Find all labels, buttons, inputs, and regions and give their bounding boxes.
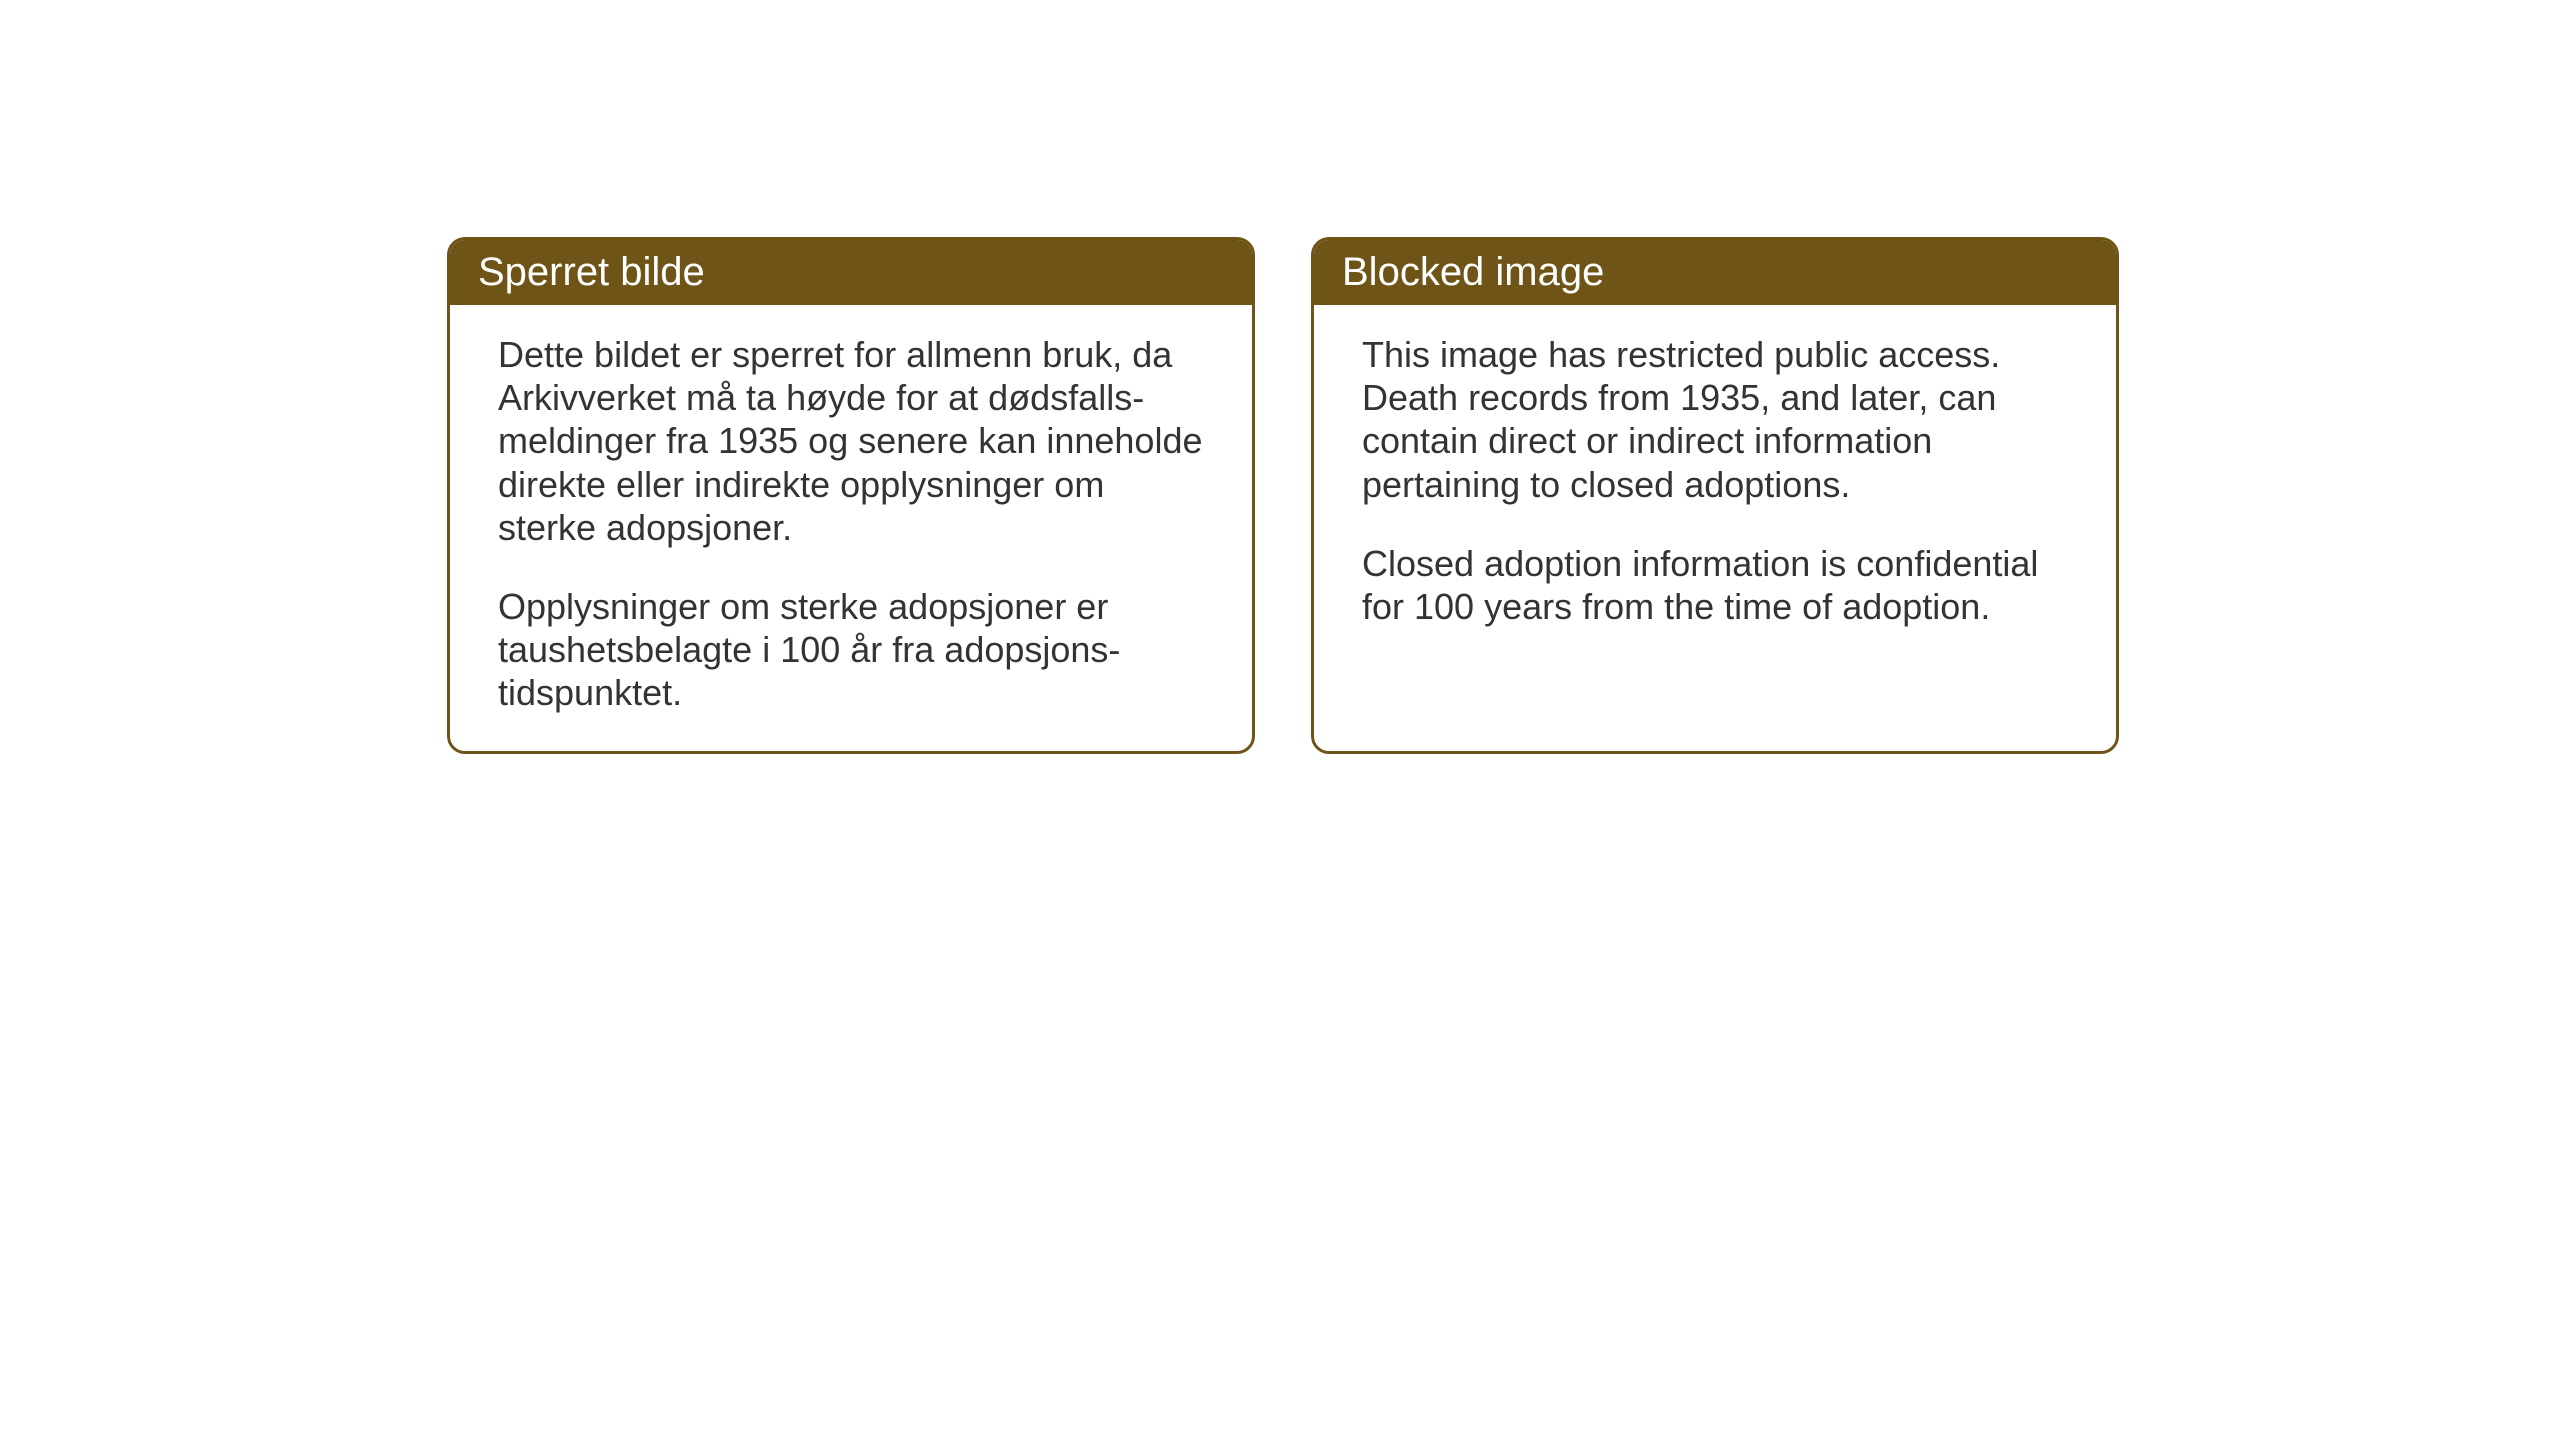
- card-body-english: This image has restricted public access.…: [1314, 305, 2116, 705]
- card-paragraph-2-english: Closed adoption information is confident…: [1362, 542, 2068, 628]
- notice-container: Sperret bilde Dette bildet er sperret fo…: [447, 237, 2119, 754]
- card-paragraph-2-norwegian: Opplysninger om sterke adopsjoner er tau…: [498, 585, 1204, 715]
- card-paragraph-1-english: This image has restricted public access.…: [1362, 333, 2068, 506]
- notice-card-norwegian: Sperret bilde Dette bildet er sperret fo…: [447, 237, 1255, 754]
- card-header-norwegian: Sperret bilde: [450, 240, 1252, 305]
- card-paragraph-1-norwegian: Dette bildet er sperret for allmenn bruk…: [498, 333, 1204, 549]
- notice-card-english: Blocked image This image has restricted …: [1311, 237, 2119, 754]
- card-body-norwegian: Dette bildet er sperret for allmenn bruk…: [450, 305, 1252, 751]
- card-title-english: Blocked image: [1342, 250, 1604, 294]
- card-title-norwegian: Sperret bilde: [478, 250, 705, 294]
- card-header-english: Blocked image: [1314, 240, 2116, 305]
